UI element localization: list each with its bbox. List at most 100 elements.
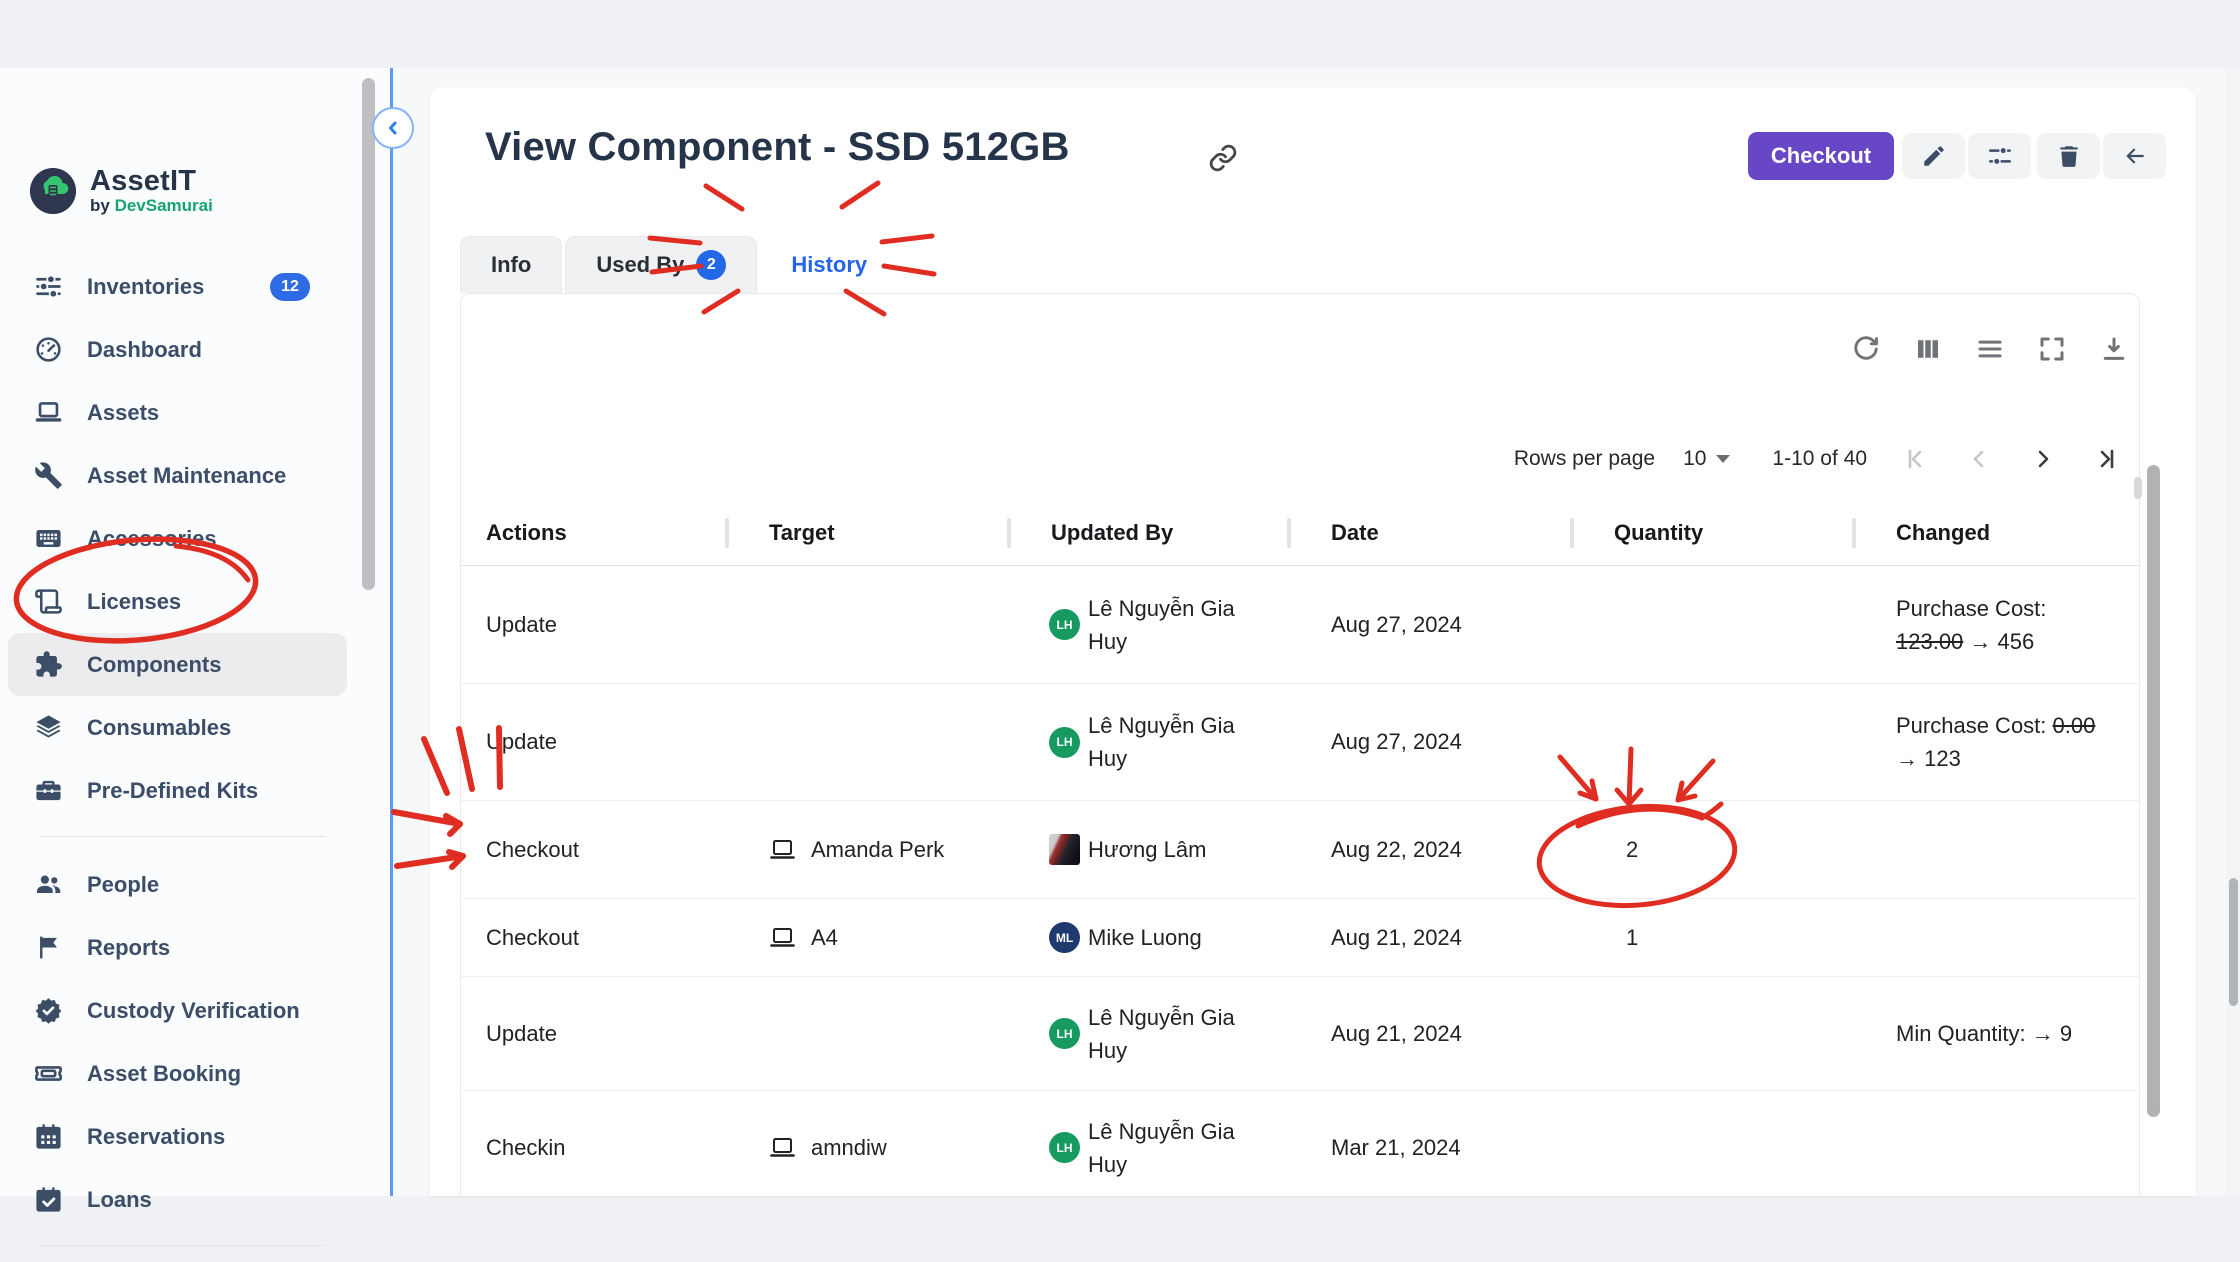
permalink-icon[interactable] [1208, 143, 1238, 173]
sidebar-item-reports[interactable]: Reports [0, 916, 355, 979]
table-toolbar [1851, 334, 2129, 364]
cell-date: Mar 21, 2024 [1291, 1135, 1574, 1161]
download-icon[interactable] [2099, 334, 2129, 364]
pagination-range: 1-10 of 40 [1772, 447, 1867, 471]
sidebar-collapse-button[interactable] [372, 107, 414, 149]
fullscreen-icon[interactable] [2037, 334, 2067, 364]
page-scrollbar[interactable] [2229, 878, 2238, 1006]
table-scrollbar-corner [2134, 477, 2142, 499]
sidebar-item-accessories[interactable]: Accessories [0, 507, 355, 570]
cell-date: Aug 27, 2024 [1291, 729, 1574, 755]
sidebar-item-assets[interactable]: Assets [0, 381, 355, 444]
previous-page-button[interactable] [1965, 445, 1993, 473]
top-margin-band [0, 0, 2240, 68]
sidebar-scrollbar[interactable] [362, 78, 375, 590]
cell-action: Update [461, 729, 729, 755]
tab-info[interactable]: Info [460, 236, 562, 293]
first-page-button[interactable] [1901, 445, 1929, 473]
sliders-horizontal-icon [1987, 143, 2013, 169]
cell-action: Update [461, 612, 729, 638]
cell-target: amndiw [729, 1135, 1011, 1161]
history-table: Rows per page 10 1-10 of 40 Actions Targ… [460, 293, 2140, 1196]
cell-date: Aug 21, 2024 [1291, 925, 1574, 951]
sidebar: AssetIT by DevSamurai Inventories 12 Das… [0, 68, 390, 1196]
rows-per-page-select[interactable]: 10 [1683, 447, 1730, 471]
cell-date: Aug 27, 2024 [1291, 612, 1574, 638]
settings-button[interactable] [1968, 133, 2031, 179]
edit-button[interactable] [1902, 133, 1965, 179]
sidebar-item-dashboard[interactable]: Dashboard [0, 318, 355, 381]
avatar: LH [1049, 727, 1080, 758]
sidebar-item-consumables[interactable]: Consumables [0, 696, 355, 759]
cell-target: Amanda Perk [729, 837, 1011, 863]
sidebar-item-people[interactable]: People [0, 853, 355, 916]
sidebar-item-custody-verification[interactable]: Custody Verification [0, 979, 355, 1042]
table-row: Update LH Lê Nguyễn Gia Huy Aug 21, 2024… [461, 977, 2139, 1091]
detail-tabs: Info Used By 2 History [460, 236, 901, 293]
column-header-changed[interactable]: Changed [1856, 520, 2141, 546]
app-screen: AssetIT by DevSamurai Inventories 12 Das… [0, 0, 2240, 1260]
ticket-icon [34, 1059, 63, 1088]
column-header-date[interactable]: Date [1291, 520, 1574, 546]
badge-check-icon [34, 996, 63, 1025]
table-row: Checkin amndiw LH Lê Nguyễn Gia Huy Mar … [461, 1091, 2139, 1196]
laptop-icon [34, 398, 63, 427]
sidebar-item-label: Inventories [87, 274, 204, 300]
sidebar-item-licenses[interactable]: Licenses [0, 570, 355, 633]
cell-date: Aug 21, 2024 [1291, 1021, 1574, 1047]
column-header-quantity[interactable]: Quantity [1574, 520, 1856, 546]
laptop-icon [769, 926, 796, 949]
cell-action: Update [461, 1021, 729, 1047]
view-component-card: View Component - SSD 512GB Checkout Info… [430, 87, 2196, 1196]
app-byline: by DevSamurai [90, 196, 213, 216]
cell-changed: Min Quantity: → 9 [1856, 1017, 2141, 1050]
sidebar-item-inventories[interactable]: Inventories 12 [0, 255, 355, 318]
pencil-icon [1921, 143, 1947, 169]
sidebar-item-loans[interactable]: Loans [0, 1168, 355, 1231]
cell-updated-by: LH Lê Nguyễn Gia Huy [1011, 592, 1291, 658]
sidebar-item-pre-defined-kits[interactable]: Pre-Defined Kits [0, 759, 355, 822]
rows-per-page-label: Rows per page [1514, 447, 1655, 471]
sidebar-item-asset-booking[interactable]: Asset Booking [0, 1042, 355, 1105]
table-row: Checkout A4 ML Mike Luong Aug 21, 2024 1 [461, 899, 2139, 977]
cell-changed: Purchase Cost: 123.00 → 456 [1856, 592, 2141, 658]
cell-quantity: 1 [1574, 925, 1856, 951]
column-header-actions[interactable]: Actions [461, 520, 729, 546]
next-page-button[interactable] [2029, 445, 2057, 473]
sidebar-nav: Inventories 12 Dashboard Assets Asset Ma… [0, 255, 355, 1262]
brand: AssetIT by DevSamurai [30, 166, 213, 216]
tab-history[interactable]: History [760, 236, 898, 293]
app-name: AssetIT [90, 166, 213, 196]
table-header-row: Actions Target Updated By Date Quantity … [461, 501, 2139, 566]
column-header-target[interactable]: Target [729, 520, 1011, 546]
calendar-check-icon [34, 1185, 63, 1214]
columns-icon[interactable] [1913, 334, 1943, 364]
checkout-button[interactable]: Checkout [1748, 132, 1894, 180]
sidebar-item-asset-maintenance[interactable]: Asset Maintenance [0, 444, 355, 507]
last-page-button[interactable] [2093, 445, 2121, 473]
brand-text: AssetIT by DevSamurai [90, 166, 213, 216]
density-icon[interactable] [1975, 334, 2005, 364]
avatar: ML [1049, 922, 1080, 953]
sidebar-item-components[interactable]: Components [8, 633, 347, 696]
table-row: Checkout Amanda Perk Hương Lâm Aug 22, 2… [461, 801, 2139, 899]
page-scrollbar-track [2226, 68, 2240, 1196]
table-scrollbar[interactable] [2147, 465, 2160, 1117]
laptop-icon [769, 838, 796, 861]
sidebar-item-reservations[interactable]: Reservations [0, 1105, 355, 1168]
column-header-updated-by[interactable]: Updated By [1011, 520, 1291, 546]
refresh-icon[interactable] [1851, 334, 1881, 364]
sidebar-divider [40, 836, 325, 837]
table-row: Update LH Lê Nguyễn Gia Huy Aug 27, 2024… [461, 566, 2139, 684]
trash-icon [2056, 143, 2082, 169]
avatar: LH [1049, 609, 1080, 640]
app-logo-icon [30, 168, 76, 214]
flag-icon [34, 933, 63, 962]
used-by-count-badge: 2 [696, 250, 726, 280]
tab-used-by[interactable]: Used By 2 [565, 236, 757, 293]
table-body: Update LH Lê Nguyễn Gia Huy Aug 27, 2024… [461, 566, 2139, 1196]
back-button[interactable] [2103, 133, 2166, 179]
scroll-icon [34, 587, 63, 616]
delete-button[interactable] [2037, 133, 2100, 179]
calendar-icon [34, 1122, 63, 1151]
